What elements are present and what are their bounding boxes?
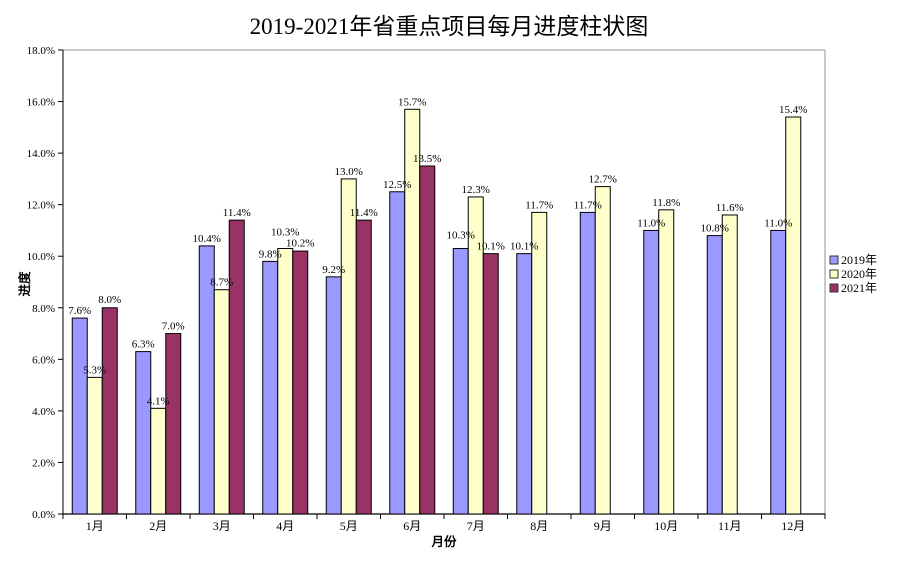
bar-label: 12.5% (383, 179, 411, 191)
bar-2021年-6月 (419, 165, 436, 515)
chart-title: 2019-2021年省重点项目每月进度柱状图 (250, 14, 649, 39)
category-label: 4月 (276, 519, 294, 533)
category-label: 3月 (213, 519, 231, 533)
bar-series (71, 108, 802, 515)
category-label: 2月 (149, 519, 167, 533)
bar-label: 13.0% (335, 166, 363, 178)
y-tick-label: 4.0% (32, 406, 55, 418)
y-tick-label: 12.0% (27, 200, 55, 212)
bar-label: 9.2% (322, 264, 345, 276)
bar-label: 8.0% (98, 294, 121, 306)
category-label: 9月 (594, 519, 612, 533)
bar-2021年-7月 (482, 253, 499, 515)
category-label: 6月 (403, 519, 421, 533)
bar-label: 9.8% (259, 248, 282, 260)
bar-label: 10.2% (286, 237, 314, 249)
x-axis-title: 月份 (430, 534, 457, 549)
legend-swatch (829, 269, 839, 279)
category-label: 5月 (340, 519, 358, 533)
bar-label: 10.4% (193, 233, 221, 245)
category-label: 12月 (781, 519, 805, 533)
bar-2020年-5月 (340, 178, 357, 515)
bar-2019年-1月 (71, 317, 88, 515)
category-label: 10月 (654, 519, 678, 533)
bar-2020年-4月 (277, 247, 294, 515)
bar-2020年-2月 (150, 407, 167, 515)
y-tick-label: 10.0% (27, 251, 55, 263)
y-axis-title: 进度 (17, 271, 32, 297)
bar-2020年-6月 (404, 108, 421, 515)
bar-label: 15.7% (398, 96, 426, 108)
bar-2020年-9月 (594, 186, 611, 515)
bar-label: 10.3% (447, 230, 475, 242)
bar-2020年-11月 (721, 214, 738, 515)
bar-2021年-2月 (165, 333, 182, 515)
bar-label: 11.6% (716, 202, 744, 214)
legend-label: 2020年 (841, 267, 877, 281)
bar-label: 7.0% (162, 321, 185, 333)
bar-label: 7.6% (68, 305, 91, 317)
y-tick-label: 0.0% (32, 509, 55, 521)
bar-label: 10.1% (510, 241, 538, 253)
bar-label: 4.1% (147, 395, 170, 407)
bar-label: 11.7% (525, 199, 553, 211)
bar-label: 11.0% (764, 217, 792, 229)
bar-2021年-4月 (292, 250, 309, 515)
bar-label: 11.0% (637, 217, 665, 229)
bar-label: 13.5% (413, 153, 441, 165)
axis-ticks: 0.0% 2.0% 4.0% 6.0% 8.0% 10.0% 12.0% 14.0% 16.0%… (27, 45, 826, 521)
bar-2021年-5月 (355, 219, 372, 515)
y-tick-label: 2.0% (32, 457, 55, 469)
bar-2019年-10月 (643, 229, 660, 515)
bar-2019年-12月 (770, 229, 787, 515)
y-tick-label: 6.0% (32, 354, 55, 366)
bar-label: 15.4% (779, 104, 807, 116)
category-label: 1月 (86, 519, 104, 533)
bar-label: 10.8% (701, 223, 729, 235)
bar-2021年-3月 (228, 219, 245, 515)
legend-swatch (829, 255, 839, 265)
bar-label: 10.1% (477, 241, 505, 253)
bar-label: 6.3% (132, 339, 155, 351)
bar-2020年-8月 (531, 211, 548, 515)
category-label: 11月 (718, 519, 742, 533)
bar-2019年-2月 (135, 351, 152, 515)
bar-label: 10.3% (271, 226, 299, 238)
legend-swatch (829, 283, 839, 293)
bar-2020年-3月 (213, 289, 230, 515)
legend-label: 2019年 (841, 253, 877, 267)
bar-label: 12.3% (462, 184, 490, 196)
bar-2020年-10月 (658, 209, 675, 515)
bar-label: 8.7% (210, 277, 233, 289)
data-labels: 7.6% 5.3% 8.0% 6.3% 4.1% 7.0% 10.4% 8.7% 11.4% 9.… (68, 96, 807, 407)
bar-2020年-1月 (86, 376, 103, 515)
category-label: 8月 (530, 519, 548, 533)
bar-label: 5.3% (83, 364, 106, 376)
category-label: 7月 (467, 519, 485, 533)
bar-label: 11.7% (574, 199, 602, 211)
y-tick-label: 16.0% (27, 97, 55, 109)
y-tick-label: 18.0% (27, 45, 55, 57)
bar-label: 11.4% (350, 207, 378, 219)
bar-2019年-8月 (516, 253, 533, 515)
bar-2019年-7月 (452, 247, 469, 515)
bar-label: 11.4% (223, 207, 251, 219)
bar-label: 12.7% (589, 174, 617, 186)
bar-2019年-11月 (706, 235, 723, 515)
bar-2019年-6月 (389, 191, 406, 515)
bar-2019年-9月 (579, 211, 596, 515)
bar-2019年-5月 (325, 276, 342, 515)
bar-label: 11.8% (652, 197, 680, 209)
y-tick-label: 14.0% (27, 148, 55, 160)
bar-2021年-1月 (101, 307, 118, 515)
bar-2019年-4月 (262, 260, 279, 515)
category-labels: 1月 2月 3月 4月 5月 6月 7月 8月 9月 10月 11月 12月 (86, 519, 806, 533)
bar-2020年-12月 (785, 116, 802, 515)
y-tick-label: 8.0% (32, 303, 55, 315)
legend-label: 2021年 (841, 281, 877, 295)
